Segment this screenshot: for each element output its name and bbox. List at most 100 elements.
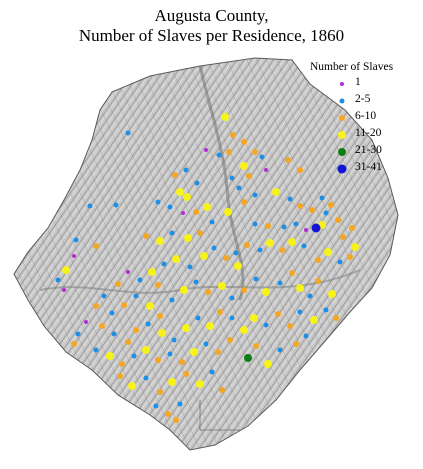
- residence-marker: [153, 403, 159, 409]
- residence-marker: [259, 154, 265, 160]
- legend-entry: 1: [306, 75, 418, 92]
- residence-marker: [167, 204, 173, 210]
- legend-label: 21-30: [355, 144, 382, 156]
- residence-marker: [209, 219, 215, 225]
- residence-marker: [93, 347, 99, 353]
- residence-marker: [168, 378, 176, 386]
- residence-marker: [184, 234, 192, 242]
- residence-marker: [253, 343, 259, 349]
- residence-marker: [75, 331, 81, 337]
- residence-marker: [226, 149, 232, 155]
- residence-marker: [311, 223, 321, 233]
- residence-marker: [252, 149, 258, 155]
- residence-marker: [223, 255, 229, 261]
- residence-marker: [165, 411, 171, 417]
- residence-marker: [194, 180, 200, 186]
- residence-marker: [99, 323, 105, 329]
- residence-marker: [240, 326, 248, 334]
- residence-marker: [169, 230, 175, 236]
- residence-marker: [304, 228, 308, 232]
- residence-marker: [172, 172, 178, 178]
- residence-marker: [190, 348, 198, 356]
- residence-marker: [265, 223, 271, 229]
- residence-marker: [93, 303, 99, 309]
- residence-marker: [179, 359, 185, 365]
- residence-marker: [250, 314, 258, 322]
- legend-label: 1: [355, 76, 361, 88]
- legend-dot-icon: [339, 98, 345, 103]
- residence-marker: [109, 310, 115, 316]
- legend-label: 11-20: [355, 127, 382, 139]
- residence-marker: [277, 280, 283, 286]
- residence-marker: [328, 202, 334, 208]
- residence-marker: [131, 353, 137, 359]
- residence-marker: [203, 203, 211, 211]
- residence-marker: [93, 243, 99, 249]
- residence-marker: [319, 195, 325, 201]
- residence-marker: [196, 380, 204, 388]
- residence-marker: [71, 341, 77, 347]
- residence-marker: [275, 311, 281, 317]
- residence-marker: [293, 221, 299, 227]
- residence-marker: [289, 270, 295, 276]
- residence-marker: [126, 270, 130, 274]
- residence-marker: [125, 339, 131, 345]
- residence-marker: [142, 346, 150, 354]
- residence-marker: [335, 217, 341, 223]
- legend-dot-icon: [338, 147, 346, 156]
- residence-marker: [206, 322, 214, 330]
- residence-marker: [246, 173, 252, 179]
- residence-marker: [244, 242, 250, 248]
- residence-marker: [287, 196, 293, 202]
- residence-marker: [203, 341, 209, 347]
- residence-marker: [143, 233, 149, 239]
- legend-entry: 6-10: [306, 109, 418, 126]
- residence-marker: [183, 193, 191, 201]
- residence-marker: [133, 293, 139, 299]
- residence-marker: [146, 302, 154, 310]
- residence-marker: [285, 157, 291, 163]
- residence-marker: [187, 264, 193, 270]
- map-title-line1: Augusta County,: [154, 6, 269, 25]
- residence-marker: [87, 203, 93, 209]
- residence-marker: [323, 307, 329, 313]
- legend-entries: 1 2-5 6-10 11-20 21-30 31-41: [306, 75, 418, 177]
- residence-marker: [157, 313, 163, 319]
- residence-marker: [263, 322, 269, 328]
- residence-marker: [279, 247, 285, 253]
- residence-marker: [351, 243, 359, 251]
- residence-marker: [200, 252, 208, 260]
- legend-dot-icon: [337, 164, 347, 173]
- residence-marker: [173, 417, 179, 423]
- residence-marker: [264, 168, 268, 172]
- residence-marker: [101, 293, 107, 299]
- residence-marker: [193, 209, 199, 215]
- residence-marker: [119, 361, 125, 367]
- legend-entry: 21-30: [306, 143, 418, 160]
- legend-title: Number of Slaves: [310, 61, 394, 73]
- residence-marker: [221, 113, 229, 121]
- residence-marker: [205, 289, 211, 295]
- residence-marker: [272, 188, 280, 196]
- residence-marker: [117, 373, 123, 379]
- legend-entry: 2-5: [306, 92, 418, 109]
- residence-marker: [145, 321, 151, 327]
- residence-marker: [195, 315, 201, 321]
- residence-marker: [182, 324, 190, 332]
- residence-marker: [227, 337, 233, 343]
- residence-marker: [287, 323, 293, 329]
- residence-marker: [62, 266, 70, 274]
- residence-marker: [236, 185, 242, 191]
- residence-marker: [229, 295, 235, 301]
- residence-marker: [218, 282, 226, 290]
- legend-label: 6-10: [355, 110, 377, 122]
- residence-marker: [233, 250, 239, 256]
- legend: Number of Slaves 1 2-5 6-10 11-20 21-30 31-41: [306, 61, 418, 177]
- residence-marker: [234, 262, 242, 270]
- residence-marker: [113, 202, 119, 208]
- residence-marker: [167, 351, 173, 357]
- residence-marker: [264, 360, 272, 368]
- residence-markers: [55, 113, 359, 423]
- residence-marker: [340, 234, 346, 240]
- residence-marker: [111, 331, 117, 337]
